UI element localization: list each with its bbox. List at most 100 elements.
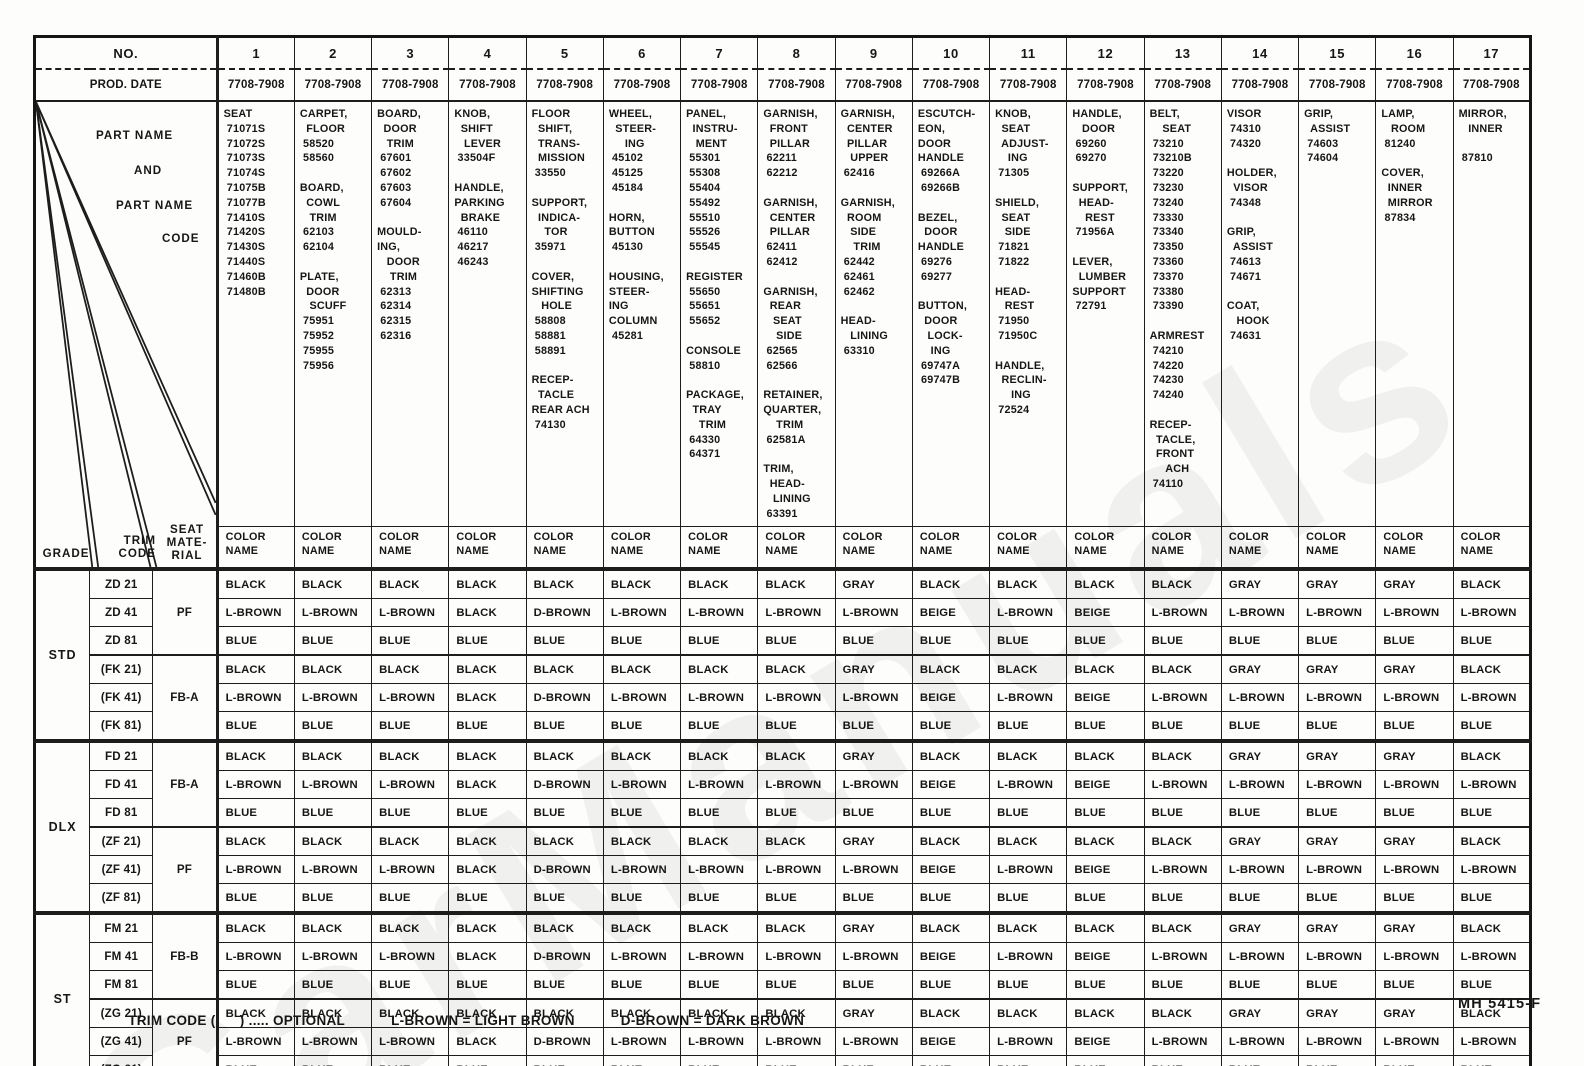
color-cell: BLUE: [757, 626, 836, 656]
color-cell: BLUE: [293, 883, 373, 914]
color-cell: BLUE: [834, 626, 913, 656]
color-cell: L-BROWN: [602, 770, 682, 799]
color-cell: BLUE: [602, 798, 682, 828]
color-cell: BLUE: [1220, 883, 1300, 914]
trim-row: STD ZD 21 PF BLACK BLACK BLACK BLACK BLACK BLACK…: [33, 567, 1532, 742]
color-cell: BLACK: [989, 911, 1068, 943]
color-cell: BLUE: [215, 970, 295, 1000]
color-cell: BLUE: [834, 711, 913, 742]
cell-text: COLOR NAME: [1228, 531, 1269, 557]
color-cell: BLACK: [1452, 911, 1532, 943]
color-cell: BLUE: [525, 883, 604, 914]
color-cell: BLACK: [1066, 739, 1145, 771]
trim-row: (ZG 81)BLUEBLUEBLUEBLUEBLUEBLUEBLUEBLUEB…: [35, 1055, 1532, 1066]
color-cell: L-BROWN: [1220, 598, 1300, 627]
color-cell: BEIGE: [1066, 770, 1145, 799]
color-cell: BLUE: [525, 798, 604, 828]
color-name-header: COLOR NAME: [525, 526, 604, 571]
col-number-7: 7: [680, 36, 759, 70]
color-name-header: COLOR NAME: [680, 526, 759, 571]
color-cell: BLUE: [911, 970, 991, 1000]
prod-date-value: 7708-7908: [293, 68, 373, 102]
color-cell: L-BROWN: [680, 855, 759, 884]
color-cell: BLUE: [293, 798, 373, 828]
color-cell: GRAY: [1298, 654, 1377, 684]
color-cell: GRAY: [1298, 826, 1377, 856]
color-cell: D-BROWN: [525, 683, 604, 712]
parts-color-table: NO. 1 2 3 4 5 6 7 8 9 10 11 12 13 14 15 16 17 PROD. DATE 77…: [33, 35, 1532, 1066]
color-cell: D-BROWN: [525, 770, 604, 799]
trim-code-cell: ZD 41: [89, 598, 154, 627]
col-number-5: 5: [525, 36, 604, 70]
color-cell: L-BROWN: [757, 683, 836, 712]
color-cell: L-BROWN: [1143, 942, 1222, 971]
color-cell: GRAY: [1220, 911, 1300, 943]
color-cell: L-BROWN: [1298, 1027, 1377, 1056]
seat-material-header: SEAT MATE- RIAL: [166, 523, 208, 562]
color-name-header: COLOR NAME: [911, 526, 991, 571]
color-cell: BLACK: [1452, 826, 1532, 856]
trim-code-note: TRIM CODE ( ) ..... OPTIONAL: [128, 1013, 346, 1028]
color-cell: BLUE: [911, 1055, 991, 1066]
color-cell: BLUE: [602, 626, 682, 656]
color-cell: L-BROWN: [680, 683, 759, 712]
trim-code-cell: FD 41: [89, 770, 154, 799]
color-cell: BLACK: [293, 826, 373, 856]
trim-row: FM 81 BLUE BLUE BLUE BLUE BLUE BLUE BLUE BLUE BLU…: [35, 970, 1532, 1000]
cell-text: COLOR NAME: [765, 531, 806, 557]
trim-code-cell: (ZG 21): [89, 998, 154, 1028]
grade-cell: STD: [33, 567, 91, 742]
color-name-header: COLOR NAME: [293, 526, 373, 571]
color-cell: L-BROWN: [680, 942, 759, 971]
color-cell: BLACK: [1143, 826, 1222, 856]
cell-text: COLOR NAME: [1383, 531, 1424, 557]
color-cell: BLACK: [989, 567, 1068, 599]
cell-text: HANDLE, DOOR 69260 69270 SUPPORT, HEAD- …: [1072, 108, 1128, 313]
color-cell: L-BROWN: [1143, 1027, 1222, 1056]
color-cell: GRAY: [834, 911, 913, 943]
color-cell: L-BROWN: [1143, 683, 1222, 712]
color-cell: GRAY: [834, 654, 913, 684]
color-cell: BLUE: [989, 711, 1068, 742]
color-cell: BLACK: [448, 826, 527, 856]
prod-date-value: 7708-7908: [834, 68, 913, 102]
color-cell: GRAY: [1375, 826, 1454, 856]
seat-material-cell: PF: [152, 826, 218, 914]
color-cell: BLUE: [293, 711, 373, 742]
trim-row: ZD 81 BLUE BLUE BLUE BLUE BLUE BLUE BLUE BLUE BLU…: [35, 626, 1532, 656]
part-column-17: MIRROR, INNER 87810: [1452, 100, 1532, 527]
color-cell: BLUE: [757, 883, 836, 914]
color-cell: BLACK: [215, 739, 295, 771]
color-cell: BLACK: [448, 1027, 527, 1056]
color-cell: BLACK: [989, 998, 1068, 1028]
color-cell: BLUE: [1298, 798, 1377, 828]
color-cell: L-BROWN: [1452, 1027, 1532, 1056]
color-cell: BLACK: [757, 654, 836, 684]
cell-text: SEAT 71071S 71072S 71073S 71074S 71075B …: [223, 108, 266, 298]
color-cell: L-BROWN: [1298, 683, 1377, 712]
color-cell: BLUE: [834, 883, 913, 914]
trim-code-cell: FD 21: [89, 739, 154, 771]
color-cell: BEIGE: [911, 855, 991, 884]
color-cell: BLACK: [448, 942, 527, 971]
color-cell: GRAY: [1220, 826, 1300, 856]
corner-code-label: CODE: [162, 232, 200, 245]
color-cell: BLUE: [215, 711, 295, 742]
color-cell: BLUE: [1066, 626, 1145, 656]
color-cell: BLACK: [371, 911, 450, 943]
color-cell: L-BROWN: [989, 1027, 1068, 1056]
color-cell: L-BROWN: [1375, 770, 1454, 799]
part-name-row: PART NAME AND PART NAME CODE GRADE TRIM CODE S…: [34, 100, 1532, 570]
color-cell: BLACK: [371, 826, 450, 856]
color-cell: BLUE: [834, 798, 913, 828]
trim-row: ZD 41 L-BROWN L-BROWN L-BROWN BLACK D-BROWN L-…: [35, 598, 1532, 627]
color-cell: L-BROWN: [1375, 1027, 1454, 1056]
color-cell: L-BROWN: [1298, 855, 1377, 884]
color-cell: BLACK: [602, 739, 682, 771]
color-cell: BLACK: [448, 654, 527, 684]
trim-code-cell: ZD 81: [89, 626, 154, 656]
color-cell: L-BROWN: [1298, 598, 1377, 627]
color-cell: L-BROWN: [1452, 942, 1532, 971]
color-cell: BLACK: [1452, 739, 1532, 771]
color-cell: BLUE: [1220, 711, 1300, 742]
